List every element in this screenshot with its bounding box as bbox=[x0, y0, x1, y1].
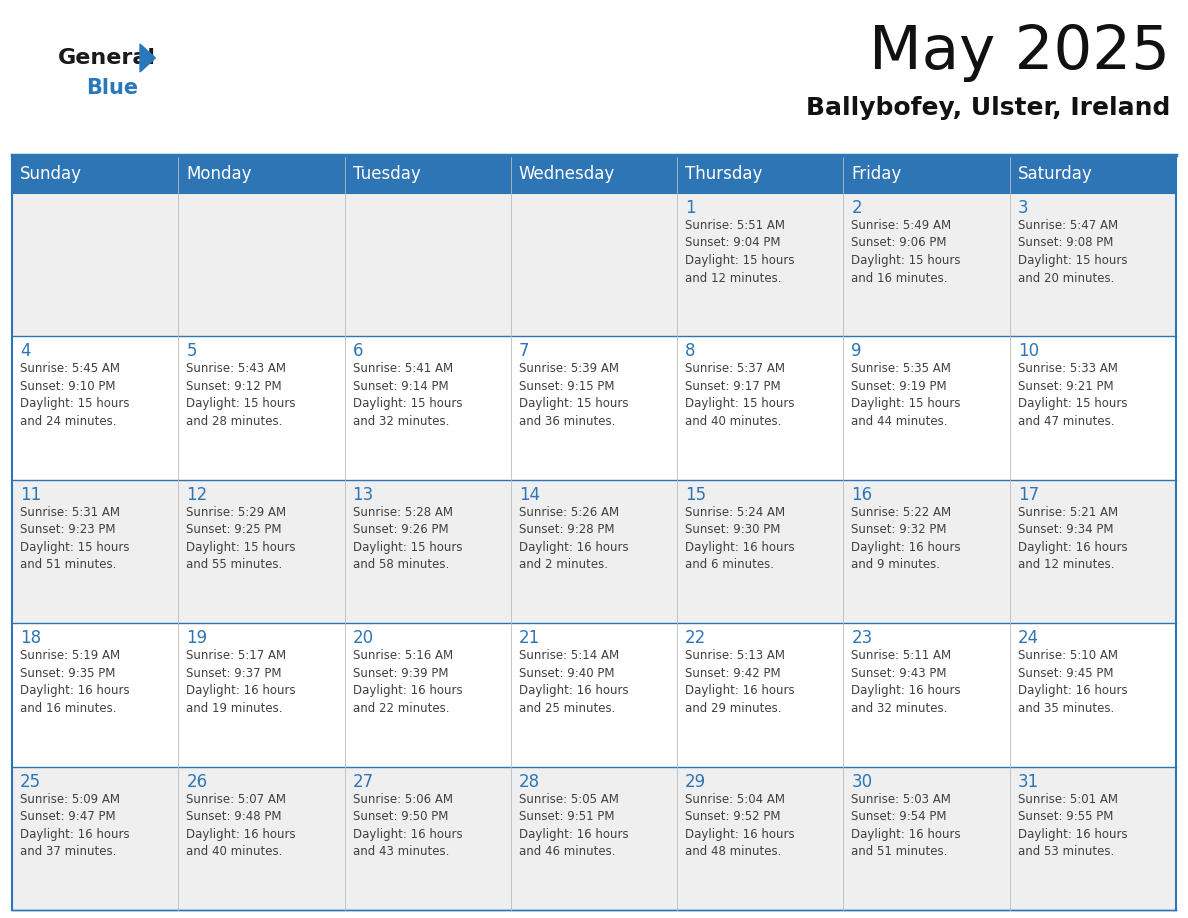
Bar bbox=[12, 767, 1176, 910]
Text: 30: 30 bbox=[852, 773, 872, 790]
Text: 12: 12 bbox=[187, 486, 208, 504]
Bar bbox=[12, 336, 1176, 480]
Text: 18: 18 bbox=[20, 629, 42, 647]
Text: 23: 23 bbox=[852, 629, 873, 647]
Text: 29: 29 bbox=[685, 773, 707, 790]
Text: 21: 21 bbox=[519, 629, 541, 647]
Text: 22: 22 bbox=[685, 629, 707, 647]
Text: 6: 6 bbox=[353, 342, 364, 361]
Text: 17: 17 bbox=[1018, 486, 1038, 504]
Text: Saturday: Saturday bbox=[1018, 165, 1093, 183]
Text: Sunrise: 5:17 AM
Sunset: 9:37 PM
Daylight: 16 hours
and 19 minutes.: Sunrise: 5:17 AM Sunset: 9:37 PM Dayligh… bbox=[187, 649, 296, 715]
Text: 20: 20 bbox=[353, 629, 374, 647]
Text: Sunrise: 5:21 AM
Sunset: 9:34 PM
Daylight: 16 hours
and 12 minutes.: Sunrise: 5:21 AM Sunset: 9:34 PM Dayligh… bbox=[1018, 506, 1127, 571]
Text: Sunrise: 5:43 AM
Sunset: 9:12 PM
Daylight: 15 hours
and 28 minutes.: Sunrise: 5:43 AM Sunset: 9:12 PM Dayligh… bbox=[187, 363, 296, 428]
Bar bbox=[12, 155, 1176, 193]
Text: Sunrise: 5:14 AM
Sunset: 9:40 PM
Daylight: 16 hours
and 25 minutes.: Sunrise: 5:14 AM Sunset: 9:40 PM Dayligh… bbox=[519, 649, 628, 715]
Polygon shape bbox=[140, 44, 156, 72]
Text: Sunrise: 5:31 AM
Sunset: 9:23 PM
Daylight: 15 hours
and 51 minutes.: Sunrise: 5:31 AM Sunset: 9:23 PM Dayligh… bbox=[20, 506, 129, 571]
Text: 15: 15 bbox=[685, 486, 707, 504]
Text: Wednesday: Wednesday bbox=[519, 165, 615, 183]
Text: 4: 4 bbox=[20, 342, 31, 361]
Text: 28: 28 bbox=[519, 773, 541, 790]
Text: General: General bbox=[58, 48, 156, 68]
Text: Sunrise: 5:29 AM
Sunset: 9:25 PM
Daylight: 15 hours
and 55 minutes.: Sunrise: 5:29 AM Sunset: 9:25 PM Dayligh… bbox=[187, 506, 296, 571]
Text: 27: 27 bbox=[353, 773, 374, 790]
Text: Sunrise: 5:26 AM
Sunset: 9:28 PM
Daylight: 16 hours
and 2 minutes.: Sunrise: 5:26 AM Sunset: 9:28 PM Dayligh… bbox=[519, 506, 628, 571]
Text: Sunrise: 5:35 AM
Sunset: 9:19 PM
Daylight: 15 hours
and 44 minutes.: Sunrise: 5:35 AM Sunset: 9:19 PM Dayligh… bbox=[852, 363, 961, 428]
Text: Ballybofey, Ulster, Ireland: Ballybofey, Ulster, Ireland bbox=[805, 96, 1170, 120]
Text: Sunrise: 5:33 AM
Sunset: 9:21 PM
Daylight: 15 hours
and 47 minutes.: Sunrise: 5:33 AM Sunset: 9:21 PM Dayligh… bbox=[1018, 363, 1127, 428]
Text: 10: 10 bbox=[1018, 342, 1038, 361]
Text: Sunrise: 5:51 AM
Sunset: 9:04 PM
Daylight: 15 hours
and 12 minutes.: Sunrise: 5:51 AM Sunset: 9:04 PM Dayligh… bbox=[685, 219, 795, 285]
Text: 25: 25 bbox=[20, 773, 42, 790]
Text: 3: 3 bbox=[1018, 199, 1029, 217]
Text: Sunrise: 5:41 AM
Sunset: 9:14 PM
Daylight: 15 hours
and 32 minutes.: Sunrise: 5:41 AM Sunset: 9:14 PM Dayligh… bbox=[353, 363, 462, 428]
Text: 9: 9 bbox=[852, 342, 862, 361]
Text: Sunrise: 5:28 AM
Sunset: 9:26 PM
Daylight: 15 hours
and 58 minutes.: Sunrise: 5:28 AM Sunset: 9:26 PM Dayligh… bbox=[353, 506, 462, 571]
Text: Sunrise: 5:47 AM
Sunset: 9:08 PM
Daylight: 15 hours
and 20 minutes.: Sunrise: 5:47 AM Sunset: 9:08 PM Dayligh… bbox=[1018, 219, 1127, 285]
Text: 24: 24 bbox=[1018, 629, 1038, 647]
Text: Sunrise: 5:49 AM
Sunset: 9:06 PM
Daylight: 15 hours
and 16 minutes.: Sunrise: 5:49 AM Sunset: 9:06 PM Dayligh… bbox=[852, 219, 961, 285]
Text: 19: 19 bbox=[187, 629, 208, 647]
Text: May 2025: May 2025 bbox=[868, 23, 1170, 82]
Text: Thursday: Thursday bbox=[685, 165, 763, 183]
Text: 11: 11 bbox=[20, 486, 42, 504]
Text: Tuesday: Tuesday bbox=[353, 165, 421, 183]
Text: 5: 5 bbox=[187, 342, 197, 361]
Text: 13: 13 bbox=[353, 486, 374, 504]
Text: Blue: Blue bbox=[86, 78, 138, 98]
Text: Sunrise: 5:13 AM
Sunset: 9:42 PM
Daylight: 16 hours
and 29 minutes.: Sunrise: 5:13 AM Sunset: 9:42 PM Dayligh… bbox=[685, 649, 795, 715]
Text: Sunrise: 5:45 AM
Sunset: 9:10 PM
Daylight: 15 hours
and 24 minutes.: Sunrise: 5:45 AM Sunset: 9:10 PM Dayligh… bbox=[20, 363, 129, 428]
Text: 7: 7 bbox=[519, 342, 530, 361]
Bar bbox=[12, 480, 1176, 623]
Text: Sunrise: 5:37 AM
Sunset: 9:17 PM
Daylight: 15 hours
and 40 minutes.: Sunrise: 5:37 AM Sunset: 9:17 PM Dayligh… bbox=[685, 363, 795, 428]
Text: 16: 16 bbox=[852, 486, 872, 504]
Text: Friday: Friday bbox=[852, 165, 902, 183]
Text: Sunrise: 5:04 AM
Sunset: 9:52 PM
Daylight: 16 hours
and 48 minutes.: Sunrise: 5:04 AM Sunset: 9:52 PM Dayligh… bbox=[685, 792, 795, 858]
Text: Sunrise: 5:05 AM
Sunset: 9:51 PM
Daylight: 16 hours
and 46 minutes.: Sunrise: 5:05 AM Sunset: 9:51 PM Dayligh… bbox=[519, 792, 628, 858]
Text: Sunrise: 5:03 AM
Sunset: 9:54 PM
Daylight: 16 hours
and 51 minutes.: Sunrise: 5:03 AM Sunset: 9:54 PM Dayligh… bbox=[852, 792, 961, 858]
Text: Sunday: Sunday bbox=[20, 165, 82, 183]
Text: 14: 14 bbox=[519, 486, 541, 504]
Text: Sunrise: 5:06 AM
Sunset: 9:50 PM
Daylight: 16 hours
and 43 minutes.: Sunrise: 5:06 AM Sunset: 9:50 PM Dayligh… bbox=[353, 792, 462, 858]
Text: Sunrise: 5:01 AM
Sunset: 9:55 PM
Daylight: 16 hours
and 53 minutes.: Sunrise: 5:01 AM Sunset: 9:55 PM Dayligh… bbox=[1018, 792, 1127, 858]
Text: 2: 2 bbox=[852, 199, 862, 217]
Text: Sunrise: 5:10 AM
Sunset: 9:45 PM
Daylight: 16 hours
and 35 minutes.: Sunrise: 5:10 AM Sunset: 9:45 PM Dayligh… bbox=[1018, 649, 1127, 715]
Text: 31: 31 bbox=[1018, 773, 1040, 790]
Text: Sunrise: 5:09 AM
Sunset: 9:47 PM
Daylight: 16 hours
and 37 minutes.: Sunrise: 5:09 AM Sunset: 9:47 PM Dayligh… bbox=[20, 792, 129, 858]
Text: 1: 1 bbox=[685, 199, 696, 217]
Text: Sunrise: 5:16 AM
Sunset: 9:39 PM
Daylight: 16 hours
and 22 minutes.: Sunrise: 5:16 AM Sunset: 9:39 PM Dayligh… bbox=[353, 649, 462, 715]
Bar bbox=[12, 193, 1176, 336]
Text: Sunrise: 5:11 AM
Sunset: 9:43 PM
Daylight: 16 hours
and 32 minutes.: Sunrise: 5:11 AM Sunset: 9:43 PM Dayligh… bbox=[852, 649, 961, 715]
Text: Sunrise: 5:22 AM
Sunset: 9:32 PM
Daylight: 16 hours
and 9 minutes.: Sunrise: 5:22 AM Sunset: 9:32 PM Dayligh… bbox=[852, 506, 961, 571]
Text: Sunrise: 5:07 AM
Sunset: 9:48 PM
Daylight: 16 hours
and 40 minutes.: Sunrise: 5:07 AM Sunset: 9:48 PM Dayligh… bbox=[187, 792, 296, 858]
Text: Monday: Monday bbox=[187, 165, 252, 183]
Text: 8: 8 bbox=[685, 342, 696, 361]
Text: 26: 26 bbox=[187, 773, 208, 790]
Text: Sunrise: 5:39 AM
Sunset: 9:15 PM
Daylight: 15 hours
and 36 minutes.: Sunrise: 5:39 AM Sunset: 9:15 PM Dayligh… bbox=[519, 363, 628, 428]
Bar bbox=[12, 623, 1176, 767]
Text: Sunrise: 5:19 AM
Sunset: 9:35 PM
Daylight: 16 hours
and 16 minutes.: Sunrise: 5:19 AM Sunset: 9:35 PM Dayligh… bbox=[20, 649, 129, 715]
Text: Sunrise: 5:24 AM
Sunset: 9:30 PM
Daylight: 16 hours
and 6 minutes.: Sunrise: 5:24 AM Sunset: 9:30 PM Dayligh… bbox=[685, 506, 795, 571]
